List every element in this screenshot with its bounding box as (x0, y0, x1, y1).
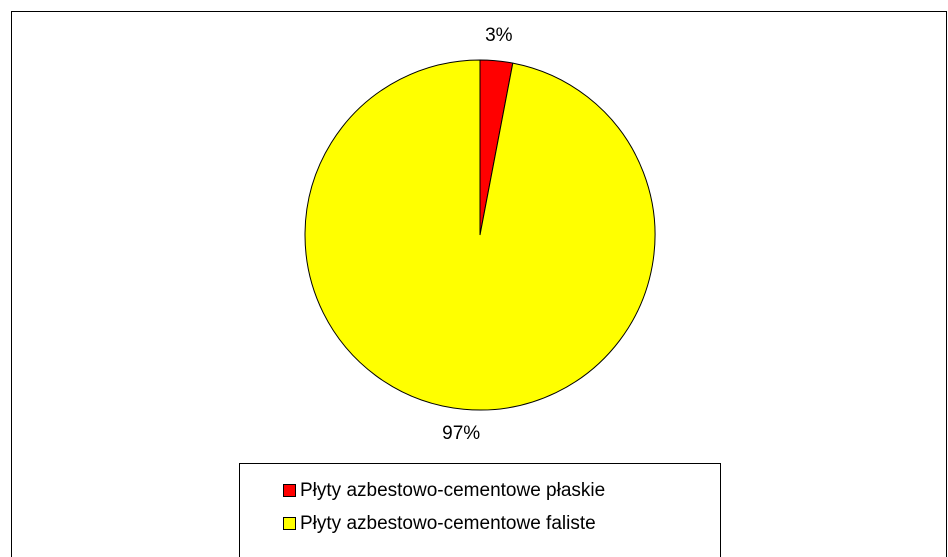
legend-label: Płyty azbestowo-cementowe płaskie (300, 480, 605, 501)
legend-label: Płyty azbestowo-cementowe faliste (300, 513, 596, 534)
chart-frame (11, 11, 947, 557)
pie-slice (304, 59, 656, 411)
legend-box (239, 463, 721, 557)
legend-swatch (283, 517, 296, 530)
legend-swatch (283, 484, 296, 497)
data-label: 3% (485, 25, 513, 46)
data-label: 97% (442, 423, 480, 444)
